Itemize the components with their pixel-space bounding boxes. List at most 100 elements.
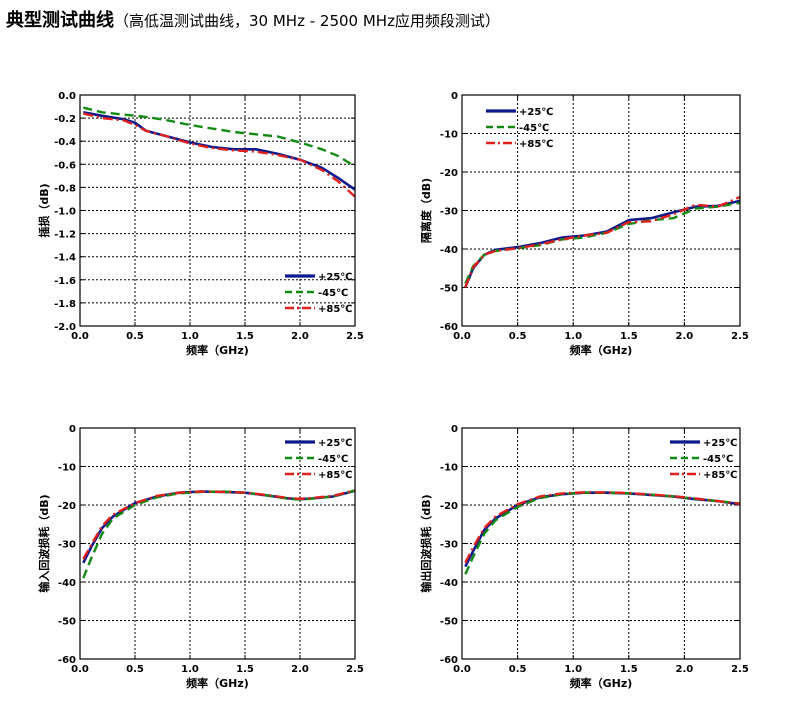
legend-label: +85℃ — [318, 304, 352, 315]
legend-label: -45℃ — [318, 454, 348, 465]
series-line-p85c — [82, 489, 356, 560]
axis-ticks: 0.0 0.5 1.0 1.5 2.0 2.5 0 -10 -20 -30 -40 -50 -60 — [440, 91, 749, 342]
y-axis-title: 插损（dB) — [37, 183, 51, 237]
plot-frame — [79, 427, 356, 660]
y-tick-label: -60 — [440, 655, 458, 666]
series-group — [82, 489, 356, 579]
y-tick-label: -1.0 — [54, 207, 76, 218]
y-tick-label: -30 — [58, 540, 76, 551]
legend-label: +25℃ — [519, 107, 553, 118]
legend-label: -45℃ — [703, 454, 733, 465]
y-tick-label: -30 — [440, 207, 458, 218]
axis-ticks: 0.0 0.5 1.0 1.5 2.0 2.5 0.0 -0.2 -0.4 -0.6 -0.8 -1.… — [54, 91, 364, 342]
y-tick-label: -10 — [440, 463, 458, 474]
x-tick-label: 1.0 — [181, 331, 199, 342]
y-tick-label: -50 — [58, 617, 76, 628]
x-tick-label: 2.0 — [676, 331, 694, 342]
y-tick-label: -10 — [58, 463, 76, 474]
y-tick-label: 0 — [451, 424, 458, 435]
x-tick-label: 0.0 — [453, 331, 471, 342]
y-tick-label: -20 — [440, 501, 458, 512]
legend-label: +85℃ — [519, 139, 553, 150]
y-tick-label: -1.2 — [54, 230, 76, 241]
legend-label: +85℃ — [703, 470, 737, 481]
plot-frame — [461, 427, 741, 660]
x-tick-label: 2.0 — [676, 664, 694, 675]
y-tick-label: -0.4 — [54, 137, 76, 148]
plot-frame — [461, 94, 741, 327]
y-tick-label: -0.8 — [54, 183, 76, 194]
legend: +25℃ -45℃ +85℃ — [486, 107, 553, 150]
y-tick-label: -20 — [440, 168, 458, 179]
x-tick-label: 1.5 — [236, 664, 254, 675]
x-axis-title: 频率（GHz) — [186, 676, 249, 690]
x-axis-title: 频率（GHz) — [570, 343, 633, 357]
axis-ticks: 0.0 0.5 1.0 1.5 2.0 2.5 0 -10 -20 -30 -40 -50 -60 — [440, 424, 749, 675]
x-tick-label: 2.0 — [291, 664, 309, 675]
y-tick-label: -50 — [440, 284, 458, 295]
page-heading: 典型测试曲线（高低温测试曲线，30 MHz - 2500 MHz应用频段测试） — [6, 6, 500, 32]
page-subtitle: （高低温测试曲线，30 MHz - 2500 MHz应用频段测试） — [114, 12, 500, 30]
plot-frame — [79, 94, 356, 327]
x-tick-label: 2.5 — [346, 664, 364, 675]
y-tick-label: 0.0 — [58, 91, 76, 102]
legend-label: +85℃ — [318, 470, 352, 481]
x-tick-label: 2.5 — [731, 664, 749, 675]
y-tick-label: -40 — [58, 578, 76, 589]
grid-lines — [462, 428, 740, 659]
y-tick-label: -2.0 — [54, 322, 76, 333]
y-tick-label: -10 — [440, 130, 458, 141]
y-tick-label: -30 — [440, 540, 458, 551]
y-tick-label: -1.4 — [54, 253, 76, 264]
x-tick-label: 0.0 — [71, 664, 89, 675]
legend-label: -45℃ — [519, 123, 549, 134]
series-group — [464, 491, 741, 575]
x-tick-label: 1.0 — [564, 664, 582, 675]
series-line-m45c — [82, 489, 356, 579]
series-line-m45c — [83, 106, 356, 168]
x-axis-title: 频率（GHz) — [186, 343, 249, 357]
y-tick-label: -1.6 — [54, 276, 76, 287]
series-line-p85c — [464, 195, 741, 288]
y-tick-label: -0.2 — [54, 114, 76, 125]
y-tick-label: -0.6 — [54, 160, 76, 171]
legend-label: +25℃ — [318, 272, 352, 283]
x-tick-label: 0.5 — [509, 664, 527, 675]
grid-lines — [80, 428, 355, 659]
x-tick-label: 1.5 — [620, 331, 638, 342]
legend-label: +25℃ — [703, 438, 737, 449]
y-tick-label: -20 — [58, 501, 76, 512]
x-tick-label: 0.5 — [509, 331, 527, 342]
x-tick-label: 1.0 — [564, 331, 582, 342]
y-tick-label: -60 — [440, 322, 458, 333]
x-tick-label: 0.0 — [453, 664, 471, 675]
x-tick-label: 2.0 — [291, 331, 309, 342]
y-tick-label: -40 — [440, 245, 458, 256]
grid-lines — [462, 95, 740, 326]
legend-label: -45℃ — [318, 288, 348, 299]
legend: +25℃ -45℃ +85℃ — [285, 438, 352, 481]
x-axis-title: 频率（GHz) — [570, 676, 633, 690]
x-tick-label: 0.0 — [71, 331, 89, 342]
y-tick-label: 0 — [451, 91, 458, 102]
x-tick-label: 1.0 — [181, 664, 199, 675]
y-axis-title: 输入回波损耗（dB) — [37, 494, 51, 592]
x-tick-label: 2.5 — [346, 331, 364, 342]
y-tick-label: -40 — [440, 578, 458, 589]
legend-label: +25℃ — [318, 438, 352, 449]
y-tick-label: -50 — [440, 617, 458, 628]
x-tick-label: 2.5 — [731, 331, 749, 342]
series-group — [464, 195, 741, 288]
series-group — [83, 106, 356, 198]
series-line-m45c — [464, 201, 741, 285]
axis-ticks: 0.0 0.5 1.0 1.5 2.0 2.5 0 -10 -20 -30 -40 -50 -60 — [58, 424, 364, 675]
x-tick-label: 1.5 — [620, 664, 638, 675]
y-axis-title: 隔离度（dB) — [419, 178, 433, 243]
legend: +25℃ -45℃ +85℃ — [285, 272, 352, 315]
series-line-p85c — [464, 491, 741, 564]
page-title: 典型测试曲线 — [6, 10, 114, 31]
y-axis-title: 输出回波损耗（dB) — [419, 494, 433, 592]
